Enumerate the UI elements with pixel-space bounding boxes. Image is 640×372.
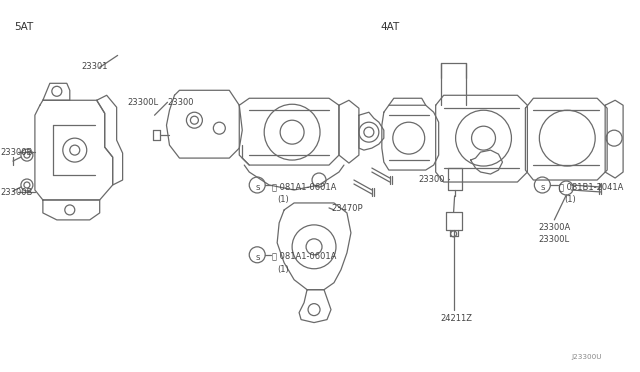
Text: 24211Z: 24211Z [441,314,473,323]
Circle shape [534,177,550,193]
Text: Ⓢ 081A1-0601A: Ⓢ 081A1-0601A [272,182,337,191]
Text: Ⓢ 081B1-2041A: Ⓢ 081B1-2041A [559,182,623,191]
Text: 23470P: 23470P [331,204,363,213]
Text: J23300U: J23300U [572,355,602,360]
Text: 23300L: 23300L [538,235,570,244]
Text: S: S [540,185,545,191]
Text: 23300B: 23300B [0,188,33,197]
Text: 5AT: 5AT [14,22,33,32]
Text: 23300A: 23300A [538,223,571,232]
Text: (1): (1) [277,265,289,274]
Text: (1): (1) [564,195,576,204]
Text: 23300B: 23300B [0,148,33,157]
Text: 23300L: 23300L [127,98,159,107]
Text: S: S [255,255,259,261]
Circle shape [249,177,265,193]
Text: (1): (1) [277,195,289,204]
Text: 23300: 23300 [419,175,445,184]
Text: Ⓢ 081A1-0601A: Ⓢ 081A1-0601A [272,252,337,261]
Text: 23300: 23300 [168,98,194,107]
Text: 4AT: 4AT [381,22,400,32]
Text: S: S [255,185,259,191]
Circle shape [249,247,265,263]
Text: 23301: 23301 [82,62,108,71]
